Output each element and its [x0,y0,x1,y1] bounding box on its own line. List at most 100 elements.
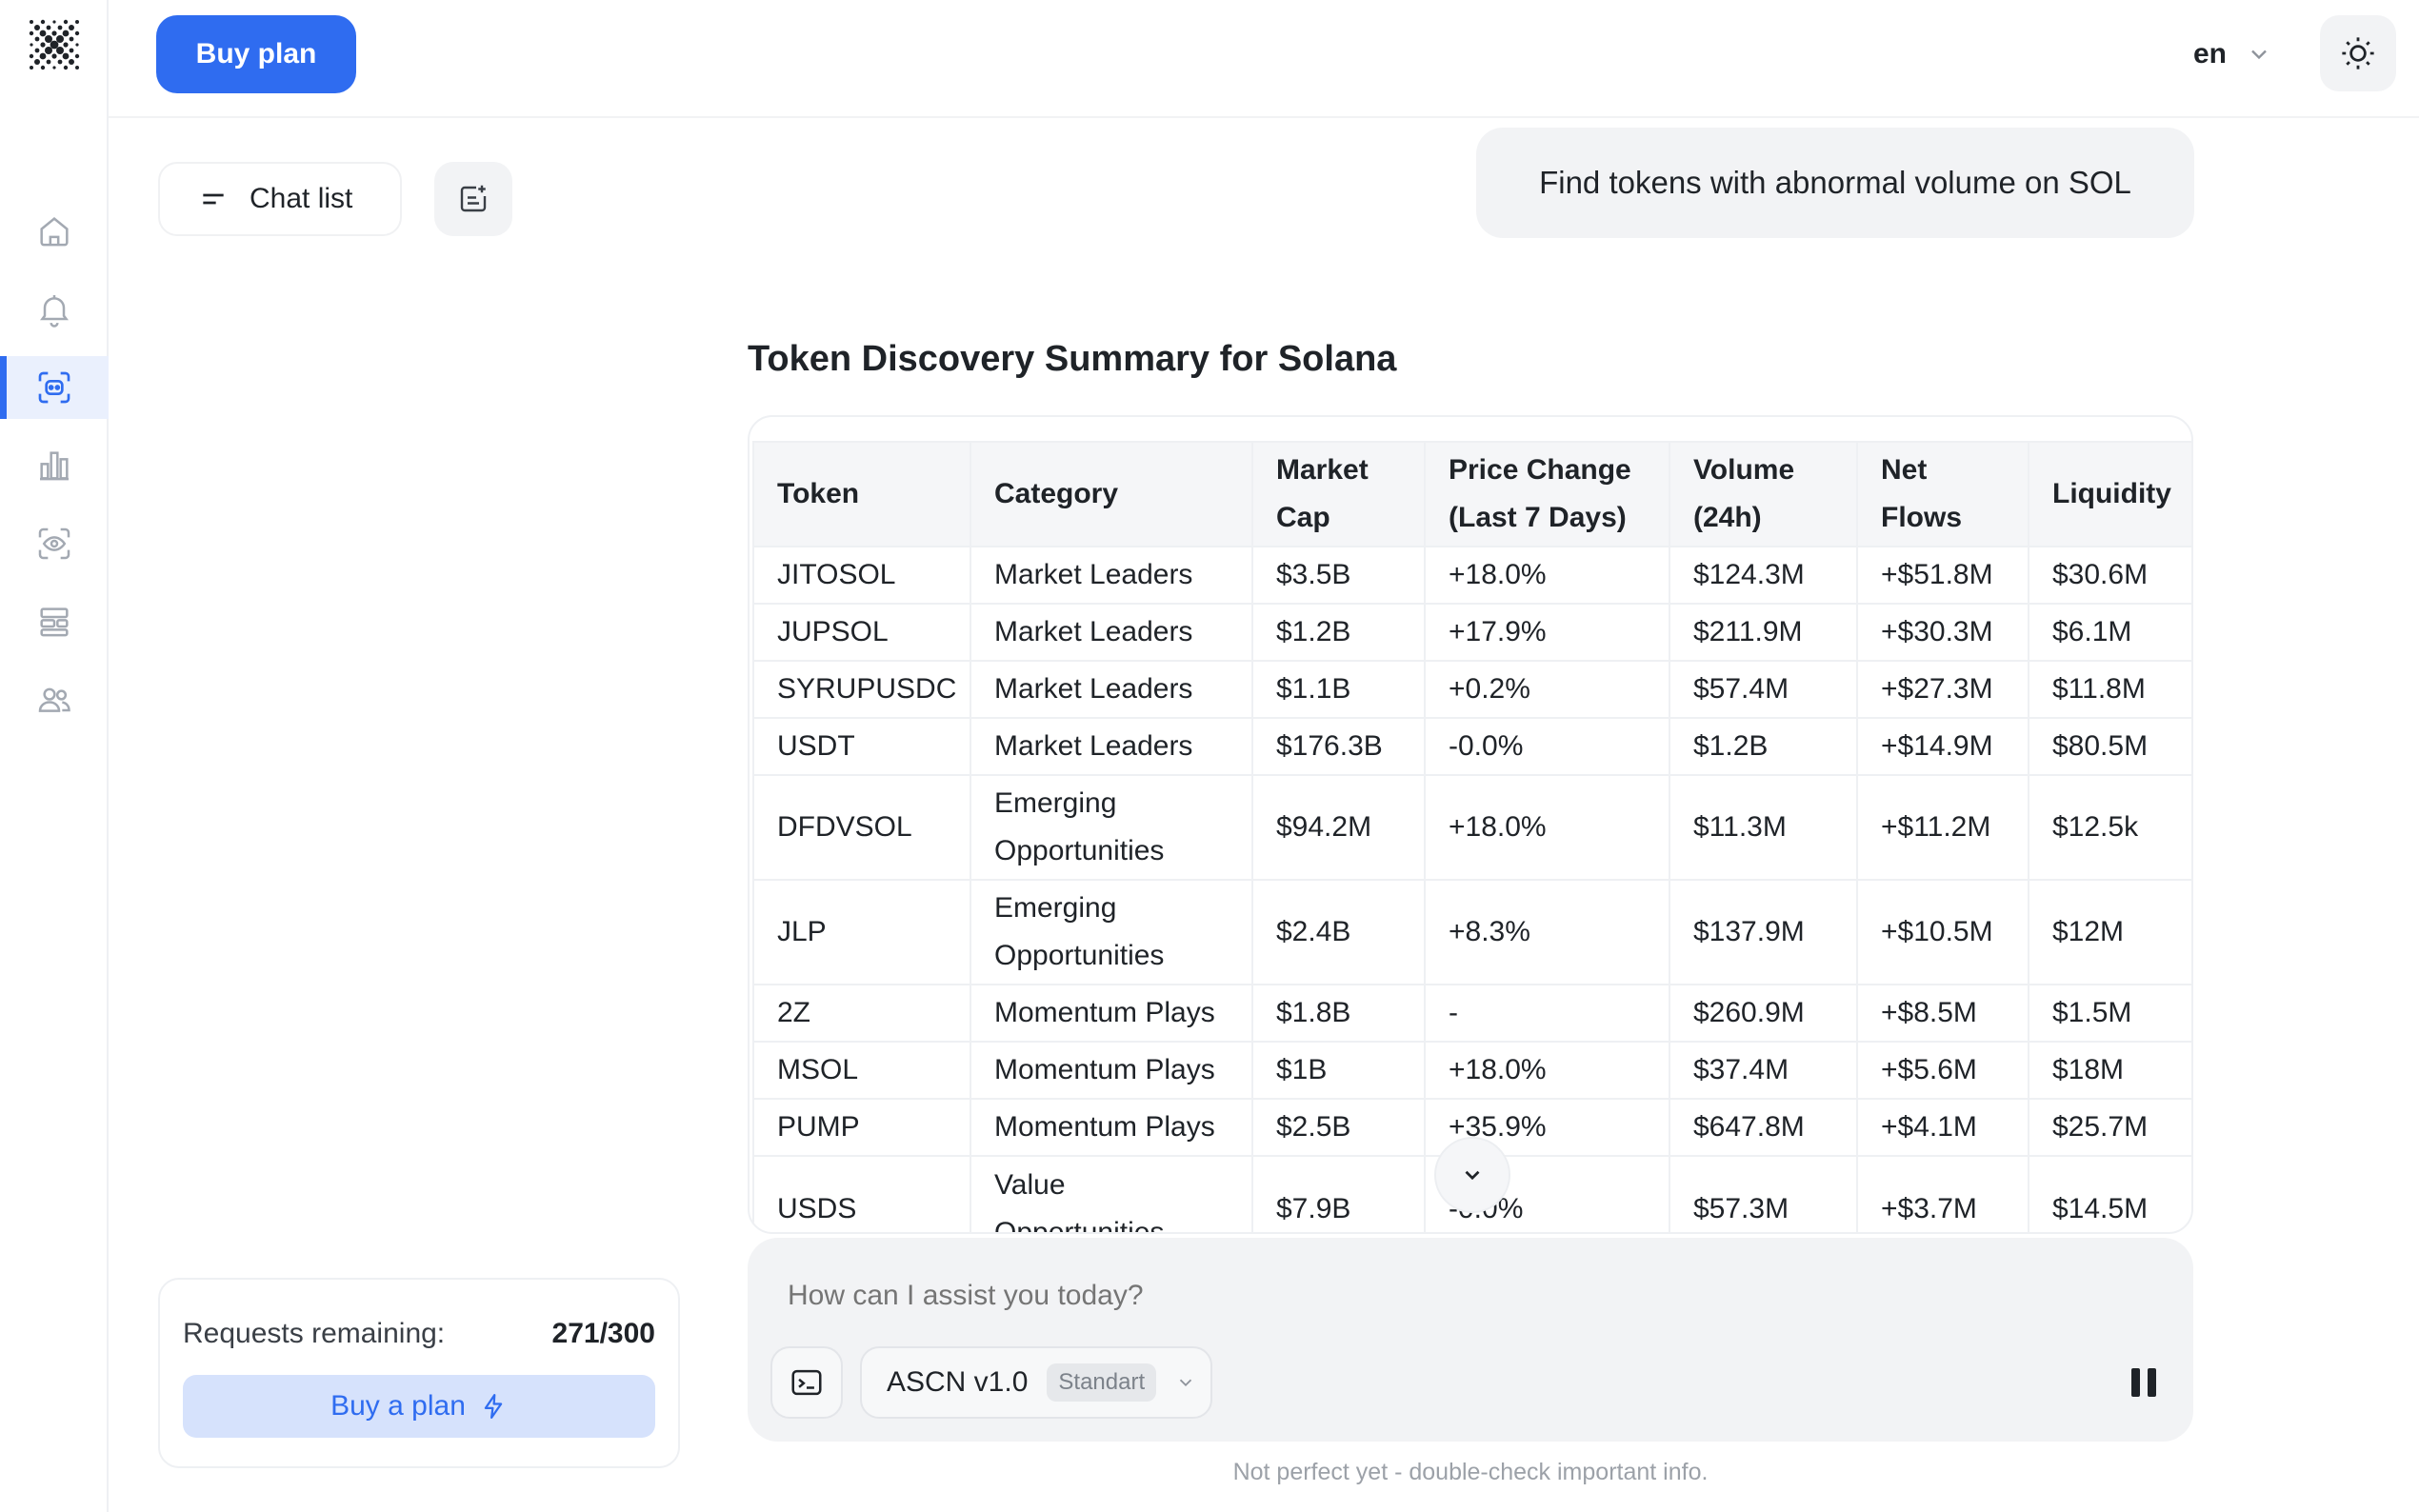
table-cell: +$30.3M [1856,603,2029,662]
table-cell: USDT [752,717,971,776]
table-cell: $30.6M [2028,546,2191,605]
theme-toggle-button[interactable] [2320,15,2396,91]
table-row: USDT Market Leaders $176.3B -0.0% $1.2B +$14.… [752,717,2191,776]
table-cell: $2.5B [1251,1098,1426,1157]
table-cell: +$51.8M [1856,546,2029,605]
sun-icon [2342,37,2374,70]
table-cell: $1.8B [1251,984,1426,1043]
table-cell: $37.4M [1669,1041,1858,1100]
buy-a-plan-label: Buy a plan [330,1390,466,1422]
table-cell: $1.1B [1251,660,1426,719]
pause-button[interactable] [2127,1365,2161,1400]
column-header: Token [752,441,971,547]
token-table: Token Category Market Cap Price Change (… [752,441,2191,1232]
chevron-down-icon [1179,1379,1192,1387]
lightning-icon [484,1394,503,1419]
table-cell: $211.9M [1669,603,1858,662]
token-table-container[interactable]: Token Category Market Cap Price Change (… [748,415,2193,1234]
table-cell: JITOSOL [752,546,971,605]
table-cell: +18.0% [1424,774,1670,881]
chat-list-label: Chat list [250,183,353,214]
table-cell: $57.3M [1669,1155,1858,1232]
table-cell: SYRUPUSDC [752,660,971,719]
terminal-button[interactable] [770,1346,843,1419]
table-row: SYRUPUSDC Market Leaders $1.1B +0.2% $57.4M +… [752,660,2191,719]
top-bar: Buy plan en [109,0,2419,118]
chat-list-button[interactable]: Chat list [158,162,402,236]
table-cell: $11.8M [2028,660,2191,719]
table-cell: $260.9M [1669,984,1858,1043]
bar-chart-icon [40,451,69,481]
sidebar-item-alerts[interactable] [0,278,109,341]
table-cell: $1B [1251,1041,1426,1100]
sidebar-item-home[interactable] [0,200,109,263]
table-cell: JLP [752,879,971,985]
pause-icon [2148,1368,2156,1397]
table-cell: DFDVSOL [752,774,971,881]
column-header: Market Cap [1251,441,1426,547]
table-cell: +8.3% [1424,879,1670,985]
requests-count: 271/300 [551,1318,655,1349]
scroll-down-button[interactable] [1434,1137,1510,1213]
table-cell: JUPSOL [752,603,971,662]
sidebar-item-analytics[interactable] [0,434,109,497]
table-cell: $18M [2028,1041,2191,1100]
sidebar-item-ai-chat[interactable] [0,356,109,419]
table-row: 2Z Momentum Plays $1.8B - $260.9M +$8.5M $1.5M [752,984,2191,1043]
table-row: JLP Emerging Opportunities $2.4B +8.3% $137.… [752,879,2191,985]
table-cell: +$4.1M [1856,1098,2029,1157]
table-cell: +18.0% [1424,546,1670,605]
menu-lines-icon [203,193,224,205]
table-cell: -0.0% [1424,717,1670,776]
sidebar-item-watchlist[interactable] [0,512,109,575]
eye-icon [38,527,70,560]
sidebar [0,0,109,1512]
requests-label: Requests remaining: [183,1318,446,1349]
table-cell: $25.7M [2028,1098,2191,1157]
language-selector[interactable]: en [2193,29,2272,80]
users-icon [38,687,70,712]
message-input[interactable] [788,1280,1930,1312]
table-cell: $80.5M [2028,717,2191,776]
new-chat-button[interactable] [434,162,512,236]
table-cell: MSOL [752,1041,971,1100]
table-cell: +$8.5M [1856,984,2029,1043]
model-name: ASCN v1.0 [887,1366,1029,1398]
table-cell: $14.5M [2028,1155,2191,1232]
buy-plan-button[interactable]: Buy plan [156,15,356,93]
table-cell: +35.9% [1424,1098,1670,1157]
table-cell: 2Z [752,984,971,1043]
table-cell: USDS [752,1155,971,1232]
table-cell: $1.2B [1669,717,1858,776]
logo-icon [29,19,80,70]
table-row: JUPSOL Market Leaders $1.2B +17.9% $211.9M +$… [752,603,2191,662]
buy-a-plan-button[interactable]: Buy a plan [183,1375,655,1438]
model-selector[interactable]: ASCN v1.0 Standart [860,1346,1212,1419]
table-cell: Value Opportunities [970,1155,1253,1232]
column-header: Price Change (Last 7 Days) [1424,441,1670,547]
table-cell: +18.0% [1424,1041,1670,1100]
table-row: MSOL Momentum Plays $1B +18.0% $37.4M +$5.6M $… [752,1041,2191,1100]
table-cell: +$5.6M [1856,1041,2029,1100]
table-header-row: Token Category Market Cap Price Change (… [752,441,2191,547]
disclaimer-text: Not perfect yet - double-check important… [1232,1459,1709,1485]
table-cell: Market Leaders [970,660,1253,719]
app-logo[interactable] [23,13,86,76]
sidebar-item-community[interactable] [0,668,109,731]
table-cell: Momentum Plays [970,1041,1253,1100]
table-cell: $12.5k [2028,774,2191,881]
table-cell: +0.2% [1424,660,1670,719]
model-tier-badge: Standart [1047,1363,1157,1402]
message-composer: ASCN v1.0 Standart [748,1238,2193,1442]
pause-icon [2131,1368,2140,1397]
answer-title: Token Discovery Summary for Solana [748,339,1397,379]
table-cell: Market Leaders [970,717,1253,776]
user-message-bubble: Find tokens with abnormal volume on SOL [1476,128,2194,238]
table-cell: $12M [2028,879,2191,985]
sidebar-item-dashboard[interactable] [0,590,109,653]
chevron-down-icon [1465,1170,1480,1181]
column-header: Net Flows [1856,441,2029,547]
home-icon [40,217,69,247]
table-row: DFDVSOL Emerging Opportunities $94.2M +18.0… [752,774,2191,881]
